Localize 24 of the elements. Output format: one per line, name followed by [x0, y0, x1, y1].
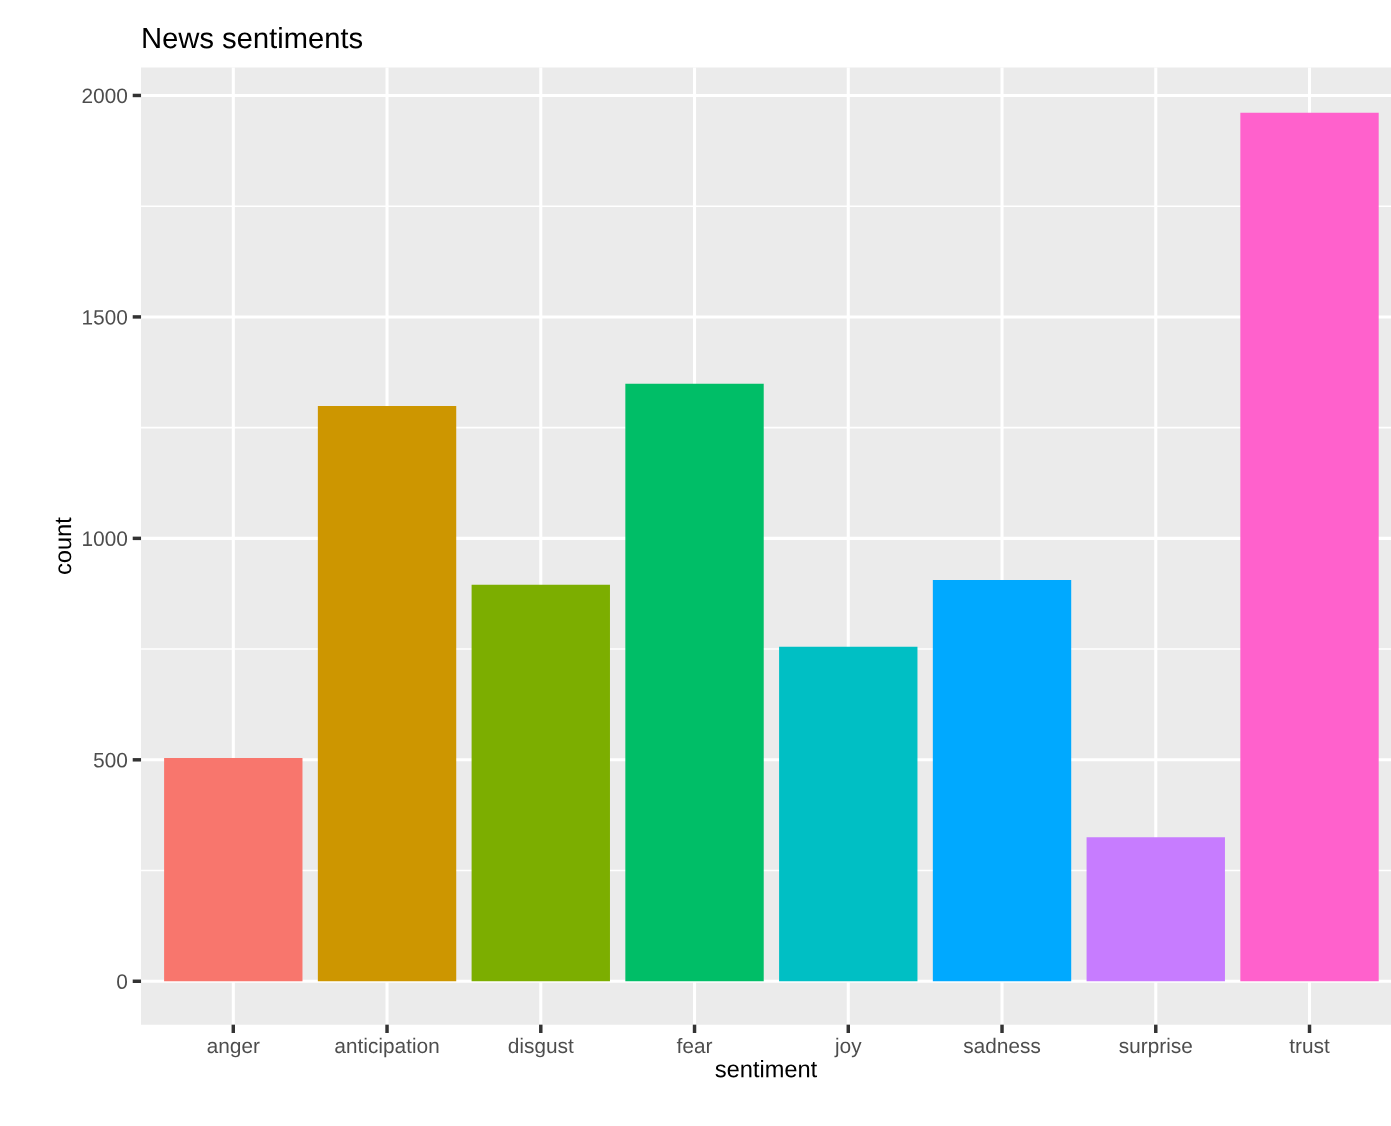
x-tick-label: surprise: [1119, 1037, 1192, 1058]
x-tick-label: anger: [207, 1041, 260, 1058]
chart-title: News sentiments: [143, 26, 363, 49]
bar: [932, 579, 1072, 982]
y-tick-label: 500: [93, 752, 128, 768]
bar: [164, 758, 303, 982]
bar: [1086, 837, 1225, 982]
x-tick-label: anticipation: [335, 1037, 439, 1058]
bar: [1240, 112, 1379, 982]
y-axis-title: count: [55, 517, 72, 574]
x-tick-label: joy: [834, 1037, 862, 1058]
y-tick-label: 1000: [83, 531, 128, 547]
x-tick-label: fear: [676, 1037, 713, 1054]
y-tick-label: 2000: [82, 88, 128, 104]
x-tick-label: trust: [1289, 1039, 1330, 1054]
bar: [471, 584, 610, 982]
bar: [317, 405, 457, 982]
x-tick-label: sadness: [963, 1037, 1041, 1054]
y-tick-label: 1500: [83, 309, 128, 325]
x-tick-label: disgust: [508, 1037, 574, 1058]
y-tick-label: 0: [117, 974, 128, 990]
bar: [625, 383, 764, 982]
x-axis-title: sentiment: [715, 1060, 818, 1078]
bar: [779, 646, 918, 982]
